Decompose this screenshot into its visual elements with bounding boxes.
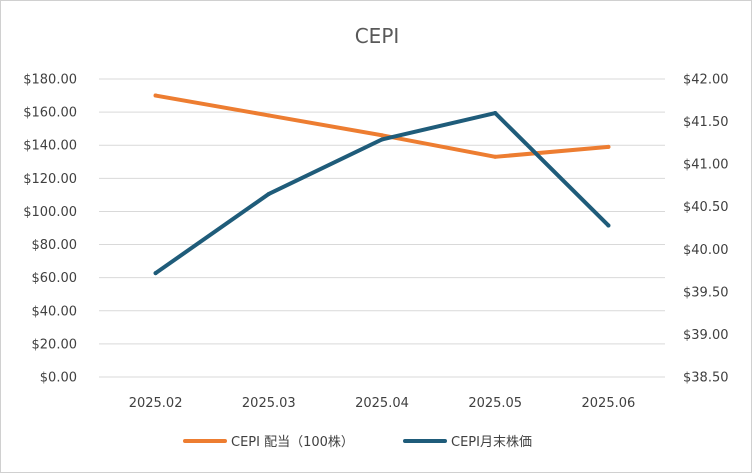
data-point-series-2 <box>606 223 611 228</box>
data-point-series-1 <box>606 144 611 149</box>
left-axis-tick-label: $140.00 <box>23 139 77 154</box>
left-axis-tick-label: $40.00 <box>32 304 78 319</box>
legend: CEPI 配当（100株） CEPI月末株価 <box>183 435 532 450</box>
legend-label-2: CEPI月末株価 <box>451 435 532 450</box>
chart-title: CEPI <box>355 24 400 48</box>
right-axis-tick-label: $38.50 <box>683 371 729 386</box>
right-axis-tick-label: $39.00 <box>683 328 729 343</box>
left-axis-tick-label: $80.00 <box>32 238 78 253</box>
right-axis-tick-label: $40.50 <box>683 200 729 215</box>
right-axis-tick-label: $42.00 <box>683 73 729 88</box>
x-axis-tick-label: 2025.04 <box>355 396 409 411</box>
data-point-series-1 <box>380 133 384 138</box>
left-axis: $0.00 $20.00 $40.00 $60.00 $80.00 $100.00 $120… <box>23 73 77 386</box>
data-point-series-2 <box>380 137 384 142</box>
legend-label-1: CEPI 配当（100株） <box>231 435 354 450</box>
left-axis-tick-label: $180.00 <box>23 73 77 88</box>
left-axis-tick-label: $0.00 <box>40 371 77 386</box>
x-axis-tick-label: 2025.02 <box>129 396 183 411</box>
right-axis: $38.50 $39.00 $39.50 $40.00 $40.50 $41.00 $41.… <box>683 73 729 386</box>
right-axis-tick-label: $40.00 <box>683 243 729 258</box>
right-axis-tick-label: $41.50 <box>683 115 729 130</box>
x-axis: 2025.02 2025.03 2025.04 2025.05 2025.06 <box>129 396 636 411</box>
series-lines <box>153 93 611 276</box>
data-point-series-1 <box>266 113 271 118</box>
data-point-series-2 <box>153 271 158 276</box>
right-axis-tick-label: $39.50 <box>683 285 729 300</box>
data-point-series-1 <box>153 93 158 98</box>
right-axis-tick-label: $41.00 <box>683 158 729 173</box>
left-axis-tick-label: $120.00 <box>23 172 77 187</box>
left-axis-tick-label: $100.00 <box>23 205 77 220</box>
data-point-series-1 <box>493 154 498 159</box>
gridlines <box>99 78 665 378</box>
x-axis-tick-label: 2025.05 <box>468 396 522 411</box>
left-axis-tick-label: $20.00 <box>32 337 78 352</box>
data-point-series-2 <box>266 191 271 196</box>
x-axis-tick-label: 2025.03 <box>242 396 296 411</box>
left-axis-tick-label: $160.00 <box>23 106 77 121</box>
data-point-series-2 <box>493 111 498 116</box>
left-axis-tick-label: $60.00 <box>32 271 78 286</box>
series-line-1 <box>153 93 611 159</box>
x-axis-tick-label: 2025.06 <box>582 396 636 411</box>
